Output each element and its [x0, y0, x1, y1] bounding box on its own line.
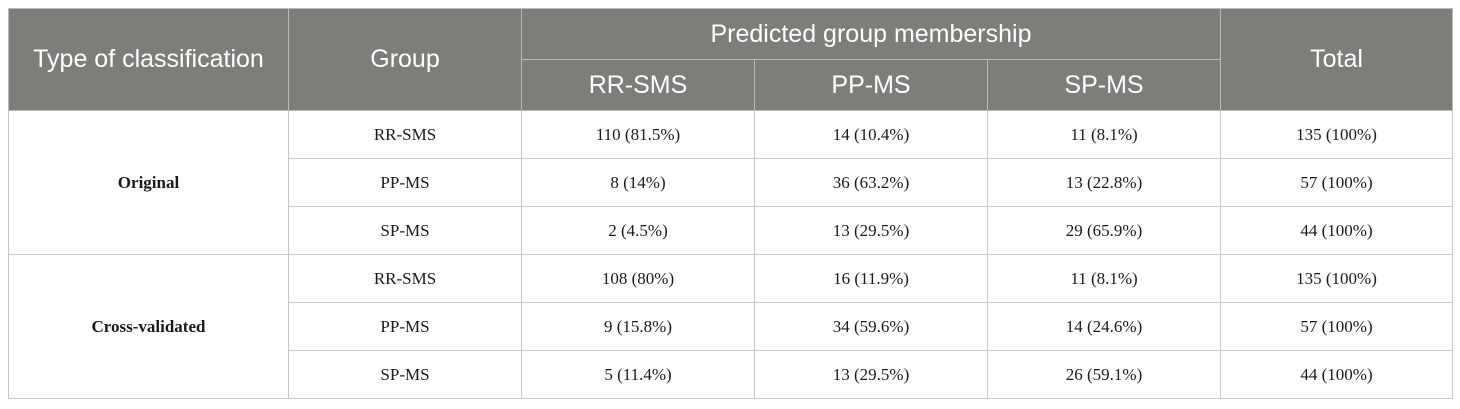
cell-group: PP-MS — [288, 158, 522, 207]
cell-rr-sms: 108 (80%) — [521, 254, 755, 303]
cell-pp-ms: 36 (63.2%) — [754, 158, 988, 207]
cell-sp-ms: 26 (59.1%) — [986, 350, 1222, 399]
cell-rr-sms: 5 (11.4%) — [521, 350, 755, 399]
cell-sp-ms: 29 (65.9%) — [986, 206, 1222, 255]
table-row: SP-MS 5 (11.4%) 13 (29.5%) 26 (59.1%) 44… — [9, 350, 1454, 399]
cell-rr-sms: 8 (14%) — [521, 158, 755, 207]
cell-group: RR-SMS — [288, 110, 522, 159]
table-row: Cross-validated RR-SMS 108 (80%) 16 (11.… — [8, 254, 1454, 399]
cell-total: 57 (100%) — [1220, 302, 1454, 351]
cell-total: 135 (100%) — [1220, 254, 1454, 303]
cell-total: 57 (100%) — [1220, 158, 1454, 207]
header-rr-sms: RR-SMS — [521, 59, 755, 111]
cell-group: SP-MS — [288, 206, 522, 255]
table-header: Type of classification Group Predicted g… — [8, 8, 1454, 111]
cell-sp-ms: 11 (8.1%) — [986, 254, 1222, 303]
classification-original: Original — [8, 110, 289, 255]
header-pp-ms: PP-MS — [754, 59, 988, 111]
classification-table-container: Type of classification Group Predicted g… — [8, 8, 1454, 404]
table-row: PP-MS 9 (15.8%) 34 (59.6%) 14 (24.6%) 57… — [9, 302, 1454, 351]
classification-cross-validated: Cross-validated — [8, 254, 289, 399]
cell-pp-ms: 13 (29.5%) — [754, 350, 988, 399]
header-sp-ms: SP-MS — [986, 59, 1222, 111]
cell-pp-ms: 34 (59.6%) — [754, 302, 988, 351]
table-row: Original RR-SMS 110 (81.5%) 14 (10.4%) 1… — [8, 110, 1454, 255]
cell-pp-ms: 14 (10.4%) — [754, 110, 988, 159]
table-row: PP-MS 8 (14%) 36 (63.2%) 13 (22.8%) 57 (… — [9, 158, 1454, 207]
table-row: SP-MS 2 (4.5%) 13 (29.5%) 29 (65.9%) 44 … — [9, 206, 1454, 255]
cell-sp-ms: 14 (24.6%) — [986, 302, 1222, 351]
table-body: Original RR-SMS 110 (81.5%) 14 (10.4%) 1… — [8, 110, 1454, 399]
cell-group: SP-MS — [288, 350, 522, 399]
cell-pp-ms: 16 (11.9%) — [754, 254, 988, 303]
header-group: Group — [288, 8, 522, 111]
cell-total: 44 (100%) — [1220, 350, 1454, 399]
cell-sp-ms: 11 (8.1%) — [986, 110, 1222, 159]
classification-results-table: Type of classification Group Predicted g… — [8, 8, 1454, 399]
cell-rr-sms: 110 (81.5%) — [521, 110, 755, 159]
cell-group: PP-MS — [288, 302, 522, 351]
cell-total: 135 (100%) — [1220, 110, 1454, 159]
header-type-of-classification: Type of classification — [8, 8, 289, 111]
cell-rr-sms: 2 (4.5%) — [521, 206, 755, 255]
cell-total: 44 (100%) — [1220, 206, 1454, 255]
cell-sp-ms: 13 (22.8%) — [986, 158, 1222, 207]
cell-pp-ms: 13 (29.5%) — [754, 206, 988, 255]
cell-group: RR-SMS — [288, 254, 522, 303]
cell-rr-sms: 9 (15.8%) — [521, 302, 755, 351]
header-predicted-group-membership: Predicted group membership — [520, 8, 1222, 60]
header-total: Total — [1220, 8, 1454, 111]
